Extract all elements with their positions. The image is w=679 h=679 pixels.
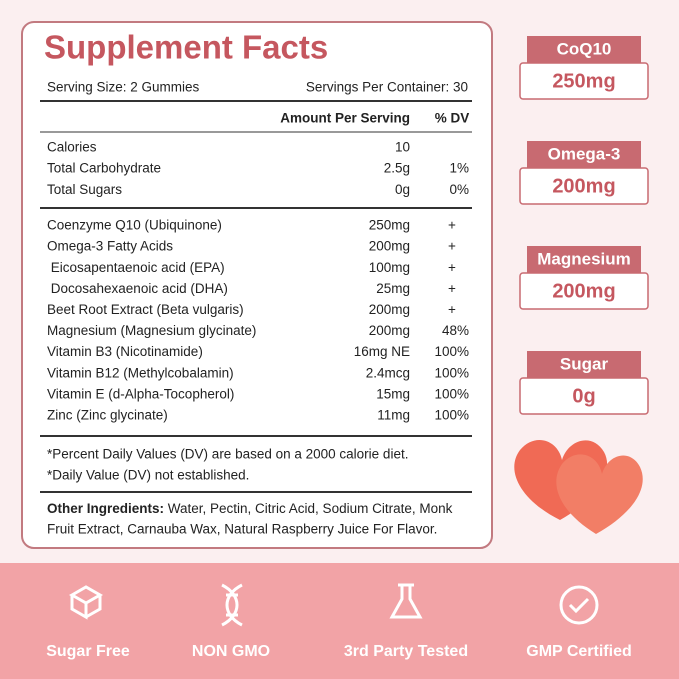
nutrient-amount: 250mg [369, 218, 410, 233]
facts-title: Supplement Facts [44, 29, 328, 66]
nutrient-amount: 200mg [369, 239, 410, 254]
nutrient-dv: + [448, 281, 456, 296]
badge-value: 250mg [552, 70, 615, 92]
nutrient-dv: + [448, 302, 456, 317]
nutrient-name: Zinc (Zinc glycinate) [47, 407, 168, 422]
footnote: *Percent Daily Values (DV) are based on … [47, 447, 408, 462]
nutrient-dv: 100% [434, 407, 469, 422]
header-dv: % DV [435, 111, 470, 126]
nutrient-name: Vitamin B3 (Nicotinamide) [47, 344, 203, 359]
feature-label: NON GMO [192, 643, 270, 660]
badge-label: Magnesium [537, 249, 631, 268]
servings-per-container: Servings Per Container: 30 [306, 80, 468, 95]
nutrient-name: Eicosapentaenoic acid (EPA) [47, 260, 225, 275]
nutrient-dv: + [448, 218, 456, 233]
badge-value: 0g [572, 385, 595, 407]
nutrient-amount: 15mg [376, 386, 410, 401]
nutrient-name: Vitamin B12 (Methylcobalamin) [47, 365, 234, 380]
badge-value-bg [519, 272, 649, 310]
nutrient-amount: 10 [395, 140, 410, 155]
feature-label: Sugar Free [46, 643, 130, 660]
nutrient-dv: 48% [442, 323, 469, 338]
nutrient-dv: 1% [449, 161, 469, 176]
nutrient-name: Total Carbohydrate [47, 161, 161, 176]
nutrient-amount: 200mg [369, 302, 410, 317]
text-span: Water, Pectin, Citric Acid, Sodium Citra… [164, 501, 453, 516]
nutrient-amount: 2.5g [384, 161, 410, 176]
badge-value-bg [519, 62, 649, 100]
nutrient-amount: 2.4mcg [366, 365, 410, 380]
nutrient-amount: 100mg [369, 260, 410, 275]
feature-band [0, 563, 679, 679]
badge-value: 200mg [552, 175, 615, 197]
nutrient-name: Total Sugars [47, 182, 122, 197]
nutrient-amount: 16mg NE [354, 344, 410, 359]
text-span: Other Ingredients: [47, 501, 164, 516]
badge-label: Sugar [560, 354, 609, 373]
facts-panel [21, 21, 493, 549]
nutrient-dv: 100% [434, 365, 469, 380]
nutrient-name: Coenzyme Q10 (Ubiquinone) [47, 218, 222, 233]
nutrient-amount: 0g [395, 182, 410, 197]
other-ingredients: Other Ingredients: Water, Pectin, Citric… [47, 501, 453, 516]
badge-label: CoQ10 [557, 39, 612, 58]
nutrient-name: Omega-3 Fatty Acids [47, 239, 173, 254]
feature-label: GMP Certified [526, 643, 632, 660]
nutrient-amount: 25mg [376, 281, 410, 296]
other-ingredients: Fruit Extract, Carnauba Wax, Natural Ras… [47, 522, 437, 537]
nutrient-name: Vitamin E (d-Alpha-Tocopherol) [47, 386, 234, 401]
nutrient-name: Calories [47, 140, 97, 155]
feature-icons [68, 583, 599, 627]
badge-label-bg [527, 141, 641, 168]
badge-label-bg [527, 351, 641, 378]
badge-label-bg [527, 36, 641, 63]
feature-label: 3rd Party Tested [344, 643, 468, 660]
nutrient-dv: 0% [449, 182, 469, 197]
footnote: *Daily Value (DV) not established. [47, 468, 249, 483]
nutrient-amount: 200mg [369, 323, 410, 338]
badge-value: 200mg [552, 280, 615, 302]
header-amount: Amount Per Serving [280, 111, 410, 126]
badge-label: Omega-3 [548, 144, 621, 163]
badge-value-bg [519, 377, 649, 415]
nutrient-name: Magnesium (Magnesium glycinate) [47, 323, 256, 338]
nutrient-name: Docosahexaenoic acid (DHA) [47, 281, 228, 296]
nutrient-dv: + [448, 239, 456, 254]
nutrient-dv: 100% [434, 386, 469, 401]
nutrient-name: Beet Root Extract (Beta vulgaris) [47, 302, 244, 317]
badge-value-bg [519, 167, 649, 205]
badge-label-bg [527, 246, 641, 273]
nutrient-dv: 100% [434, 344, 469, 359]
hearts-illustration [514, 439, 643, 534]
nutrient-amount: 11mg [377, 407, 410, 422]
serving-size: Serving Size: 2 Gummies [47, 80, 200, 95]
nutrient-dv: + [448, 260, 456, 275]
